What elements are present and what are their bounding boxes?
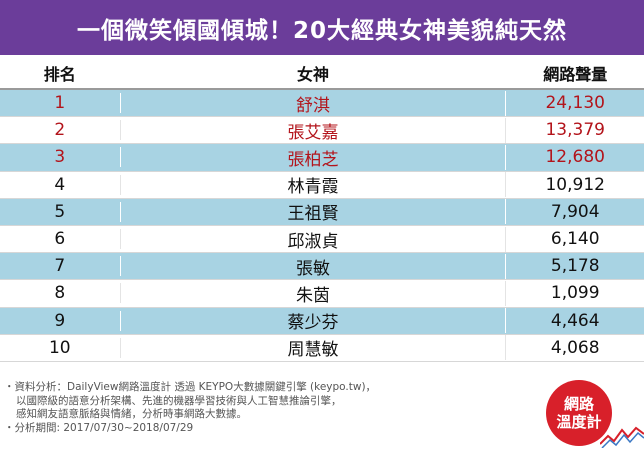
volume-cell: 12,680 xyxy=(545,147,605,168)
name-cell: 林青霞 xyxy=(121,172,507,198)
volume-cell: 4,068 xyxy=(550,337,600,358)
name-cell: 張艾嘉 xyxy=(121,117,507,143)
name-cell: 邱淑貞 xyxy=(121,226,507,252)
name-cell: 王祖賢 xyxy=(121,199,507,225)
table-row: 9 蔡少芬 4,464 xyxy=(0,307,644,335)
source-line: ・資料分析：DailyView網路溫度計 透過 KEYPO大數據關鍵引擎 (ke… xyxy=(4,381,377,393)
table-row: 8 朱茵 1,099 xyxy=(0,280,644,308)
header-volume: 網路聲量 xyxy=(543,65,608,84)
volume-cell: 6,140 xyxy=(550,229,600,250)
name-cell: 舒淇 xyxy=(121,90,507,116)
volume-cell: 1,099 xyxy=(550,283,600,304)
rank-cell: 2 xyxy=(0,120,121,141)
table-row: 1 舒淇 24,130 xyxy=(0,90,644,118)
name-cell: 蔡少芬 xyxy=(121,308,507,334)
volume-cell: 10,912 xyxy=(545,174,605,195)
header-name: 女神 xyxy=(121,61,507,85)
table-row: 4 林青霞 10,912 xyxy=(0,172,644,199)
volume-cell: 5,178 xyxy=(550,256,600,277)
rank-cell: 5 xyxy=(0,201,121,222)
logo-line: 網路 xyxy=(563,395,594,413)
rank-cell: 8 xyxy=(0,283,121,304)
volume-cell: 24,130 xyxy=(545,93,605,114)
volume-cell: 13,379 xyxy=(545,120,605,141)
source-line: 感知網友語意脈絡與情緒，分析時事網路大數據。 xyxy=(16,408,247,420)
name-cell: 張柏芝 xyxy=(121,144,507,170)
analysis-period: ・分析期間: 2017/07/30~2018/07/29 xyxy=(4,421,194,434)
rank-cell: 6 xyxy=(0,229,121,250)
volume-cell: 4,464 xyxy=(550,310,600,331)
rank-cell: 10 xyxy=(0,337,121,358)
table-header-row: 排名 女神 網路聲量 xyxy=(0,58,644,90)
table-row: 3 張柏芝 12,680 xyxy=(0,144,644,172)
table-row: 7 張敏 5,178 xyxy=(0,253,644,281)
rank-cell: 9 xyxy=(0,310,121,331)
table-row: 10 周慧敏 4,068 xyxy=(0,335,644,362)
rank-cell: 7 xyxy=(0,256,121,277)
header-rank: 排名 xyxy=(0,61,121,85)
rank-cell: 4 xyxy=(0,174,121,195)
name-cell: 周慧敏 xyxy=(121,335,507,361)
source-line: 以國際級的語意分析架構、先進的機器學習技術與人工智慧推論引擎， xyxy=(16,394,342,407)
rank-cell: 3 xyxy=(0,147,121,168)
logo-swoosh-icon xyxy=(600,426,644,448)
rank-cell: 1 xyxy=(0,93,121,114)
name-cell: 張敏 xyxy=(121,253,507,279)
logo-line: 溫度計 xyxy=(556,413,602,431)
dailyview-logo: 網路 溫度計 xyxy=(546,380,612,446)
ranking-table: 排名 女神 網路聲量 1 舒淇 24,130 2 張艾嘉 13,379 3 張柏… xyxy=(0,58,644,362)
name-cell: 朱茵 xyxy=(121,280,507,306)
source-note: ・資料分析：DailyView網路溫度計 透過 KEYPO大數據關鍵引擎 (ke… xyxy=(4,381,524,435)
table-row: 5 王祖賢 7,904 xyxy=(0,198,644,226)
table-row: 2 張艾嘉 13,379 xyxy=(0,117,644,145)
volume-cell: 7,904 xyxy=(550,201,600,222)
table-row: 6 邱淑貞 6,140 xyxy=(0,226,644,254)
page-title: 一個微笑傾國傾城！20大經典女神美貌純天然 xyxy=(0,0,644,55)
